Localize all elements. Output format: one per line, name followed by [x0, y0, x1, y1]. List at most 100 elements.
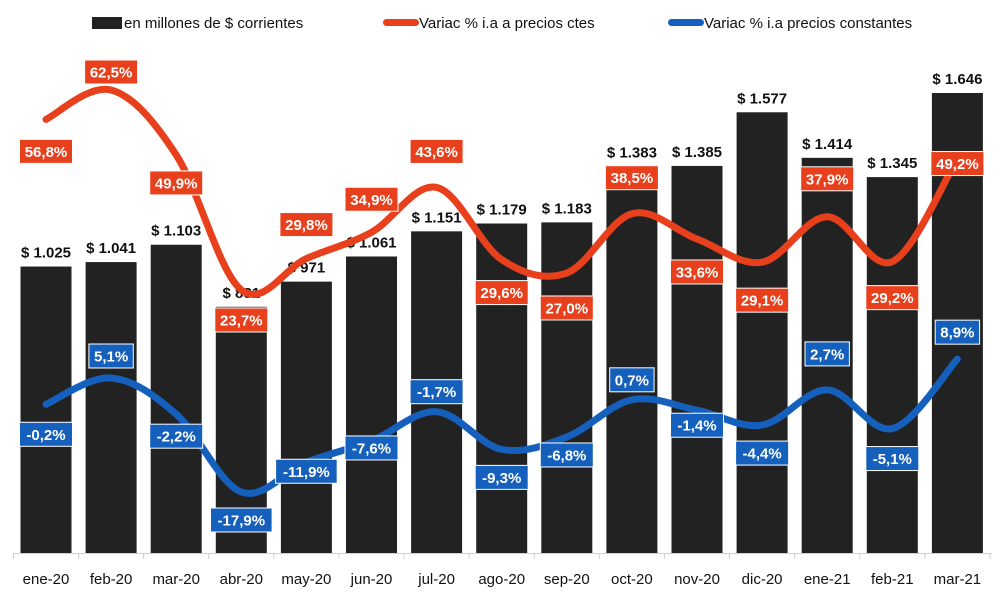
x-tick-label: mar-20: [152, 571, 200, 588]
data-label: 29,1%: [735, 287, 790, 313]
legend-item-real-variation[interactable]: Variac % i.a precios constantes: [668, 15, 912, 32]
data-label: 49,9%: [149, 170, 204, 196]
data-label-text: 27,0%: [546, 300, 589, 317]
data-label-box: [609, 367, 655, 393]
legend-item-nominal-variation[interactable]: Variac % i.a a precios ctes: [383, 15, 595, 32]
data-label-text: 34,9%: [350, 192, 393, 209]
bar[interactable]: [476, 223, 528, 554]
bar-value-label: $ 1.385: [672, 144, 722, 161]
data-label-box: [474, 464, 529, 490]
data-label-text: -1,4%: [677, 418, 716, 435]
data-label-box: [344, 186, 399, 212]
bar[interactable]: [85, 262, 137, 553]
bar[interactable]: [736, 112, 788, 553]
data-label-text: 8,9%: [940, 325, 974, 342]
x-tick-label: feb-21: [871, 571, 914, 588]
data-label: -5,1%: [865, 446, 920, 472]
data-label: 0,7%: [609, 367, 655, 393]
legend-swatch-real: [668, 19, 704, 26]
x-tick-label: jul-20: [417, 571, 455, 588]
data-label-box: [275, 458, 338, 484]
data-label: -11,9%: [275, 458, 338, 484]
data-label-text: 49,9%: [155, 175, 198, 192]
data-label-text: 5,1%: [94, 349, 128, 366]
data-label-text: -6,8%: [547, 447, 586, 464]
data-label-text: 38,5%: [611, 170, 654, 187]
nominal-variation-series: 56,8% 62,5% 49,9% 23,7% 29,8% 34,9% 43,6% 29,6%…: [19, 59, 985, 333]
data-label-box: [735, 440, 790, 466]
series-line[interactable]: [42, 85, 961, 298]
data-label: -4,4%: [735, 440, 790, 466]
data-label-box: [279, 212, 334, 238]
x-tick-label: nov-20: [674, 571, 720, 588]
bar-value-label: $ 1.414: [802, 136, 853, 153]
data-label: 29,6%: [474, 280, 529, 306]
data-label: 33,6%: [670, 259, 724, 285]
data-label-text: 29,8%: [285, 217, 328, 234]
data-label-text: -2,2%: [157, 429, 196, 446]
bar[interactable]: [280, 281, 332, 553]
data-label-text: 29,1%: [741, 293, 784, 310]
data-label-box: [865, 285, 920, 311]
bar-value-label: $ 1.151: [412, 209, 462, 226]
data-label-box: [19, 421, 73, 447]
data-label: 29,8%: [279, 212, 334, 238]
bar-value-label: $ 1.183: [542, 200, 592, 217]
data-label-box: [214, 307, 269, 333]
data-label: 23,7%: [214, 307, 269, 333]
x-tick-label: feb-20: [90, 571, 133, 588]
data-label-box: [210, 507, 273, 533]
data-label-box: [539, 442, 594, 468]
data-label-text: -1,7%: [417, 384, 456, 401]
bar[interactable]: [866, 177, 918, 553]
data-label: 38,5%: [604, 165, 659, 191]
data-label-text: 33,6%: [676, 264, 719, 281]
legend-item-bars[interactable]: en millones de $ corrientes: [92, 15, 303, 32]
data-label: 2,7%: [804, 341, 850, 367]
data-label-box: [604, 165, 659, 191]
data-label-text: -11,9%: [283, 464, 330, 481]
data-label-box: [670, 412, 724, 438]
x-tick-label: may-20: [281, 571, 331, 588]
data-label: -1,4%: [670, 412, 724, 438]
bar[interactable]: [20, 266, 72, 553]
data-label-box: [88, 343, 134, 369]
x-tick-label: jun-20: [350, 571, 393, 588]
bar-value-label: $ 1.103: [151, 223, 201, 240]
bar[interactable]: [606, 166, 658, 553]
data-label: 29,2%: [865, 285, 920, 311]
data-label-text: 2,7%: [810, 346, 844, 363]
x-tick-label: mar-21: [934, 571, 982, 588]
legend-swatch-nominal: [383, 19, 419, 26]
data-label: 34,9%: [344, 186, 399, 212]
legend: en millones de $ corrientes Variac % i.a…: [92, 15, 912, 32]
data-label-box: [800, 166, 855, 192]
data-label-box: [670, 259, 724, 285]
bar-value-label: $ 1.025: [21, 245, 71, 262]
x-tick-label: oct-20: [611, 571, 653, 588]
bar-value-label: $ 1.383: [607, 144, 657, 161]
data-label: -1,7%: [409, 379, 464, 405]
data-label-text: -7,6%: [352, 440, 391, 457]
bar-value-label: $ 1.179: [477, 202, 527, 219]
data-label-text: 23,7%: [220, 313, 263, 330]
data-label-text: 29,2%: [871, 290, 914, 307]
data-label-text: -5,1%: [873, 451, 912, 468]
data-label-text: 49,2%: [936, 156, 979, 173]
data-label: -2,2%: [149, 423, 204, 449]
bar[interactable]: [671, 165, 723, 553]
data-label-text: 56,8%: [25, 144, 68, 161]
data-label: 5,1%: [88, 343, 134, 369]
data-label-box: [934, 319, 981, 345]
bar-value-label: $ 1.646: [932, 71, 982, 88]
x-tick-label: dic-20: [742, 571, 783, 588]
data-label-box: [149, 423, 204, 449]
bar-value-label: $ 1.041: [86, 240, 136, 257]
x-tick-label: ago-20: [478, 571, 525, 588]
data-label: 43,6%: [409, 138, 464, 164]
x-tick-label: ene-20: [23, 571, 70, 588]
bar[interactable]: [346, 256, 397, 553]
x-tick-label: abr-20: [220, 571, 263, 588]
data-label: 37,9%: [800, 166, 855, 192]
